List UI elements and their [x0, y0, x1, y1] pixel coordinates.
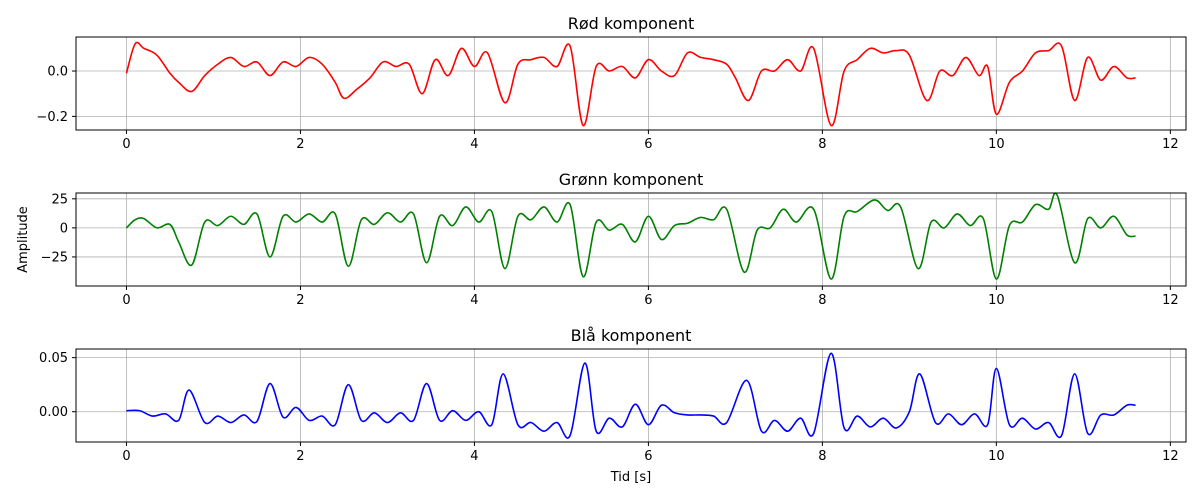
series-line [125, 192, 1136, 280]
x-tick-label: 0 [122, 293, 130, 308]
x-tick-label: 2 [296, 449, 304, 464]
x-tick-label: 0 [122, 137, 130, 152]
subplot-3: 0 2 4 6 8 10 12 0.05 0.00 Blå komponent Tid [s] [39, 326, 1187, 485]
y-tick-label: −0.2 [36, 110, 68, 125]
axes-frame [75, 192, 1187, 287]
x-tick-label: 6 [644, 137, 652, 152]
x-tick-label: 12 [1162, 293, 1179, 308]
x-tick-label: 4 [470, 449, 478, 464]
subplot-1: 0 2 4 6 8 10 12 0.0 −0.2 Rød komponent [36, 14, 1187, 152]
axes-frame [75, 348, 1187, 443]
y-tick-label: 0.05 [39, 351, 68, 366]
x-tick-label: 10 [988, 293, 1005, 308]
y-tick-label: 0.00 [39, 405, 68, 420]
x-tick-label: 4 [470, 137, 478, 152]
x-tick-label: 6 [644, 449, 652, 464]
subplot-title: Blå komponent [571, 326, 692, 345]
panels: 0 2 4 6 8 10 12 0.0 −0.2 Rød komponent 0 2 4 6 8 10 12 25… [16, 14, 1187, 485]
x-tick-label: 12 [1162, 137, 1179, 152]
x-tick-label: 10 [988, 137, 1005, 152]
y-tick-label: 0 [60, 221, 68, 236]
x-tick-label: 6 [644, 293, 652, 308]
x-tick-label: 8 [818, 449, 826, 464]
y-tick-label: −25 [41, 250, 68, 265]
y-axis-label: Amplitude [16, 206, 31, 273]
series-line [126, 352, 1136, 439]
x-tick-label: 2 [296, 293, 304, 308]
axes-frame [75, 36, 1187, 131]
x-tick-label: 0 [122, 449, 130, 464]
x-tick-label: 4 [470, 293, 478, 308]
series-line [125, 41, 1136, 127]
x-tick-label: 8 [818, 137, 826, 152]
x-tick-label: 10 [988, 449, 1005, 464]
subplot-2: 0 2 4 6 8 10 12 25 0 −25 Grønn komponent Amplitude [16, 170, 1187, 308]
y-tick-label: 25 [51, 192, 68, 207]
y-tick-label: 0.0 [47, 65, 68, 80]
subplot-title: Grønn komponent [559, 170, 704, 189]
x-axis-label: Tid [s] [610, 470, 651, 485]
x-tick-label: 8 [818, 293, 826, 308]
subplot-title: Rød komponent [568, 14, 695, 33]
x-tick-label: 12 [1162, 449, 1179, 464]
x-tick-label: 2 [296, 137, 304, 152]
